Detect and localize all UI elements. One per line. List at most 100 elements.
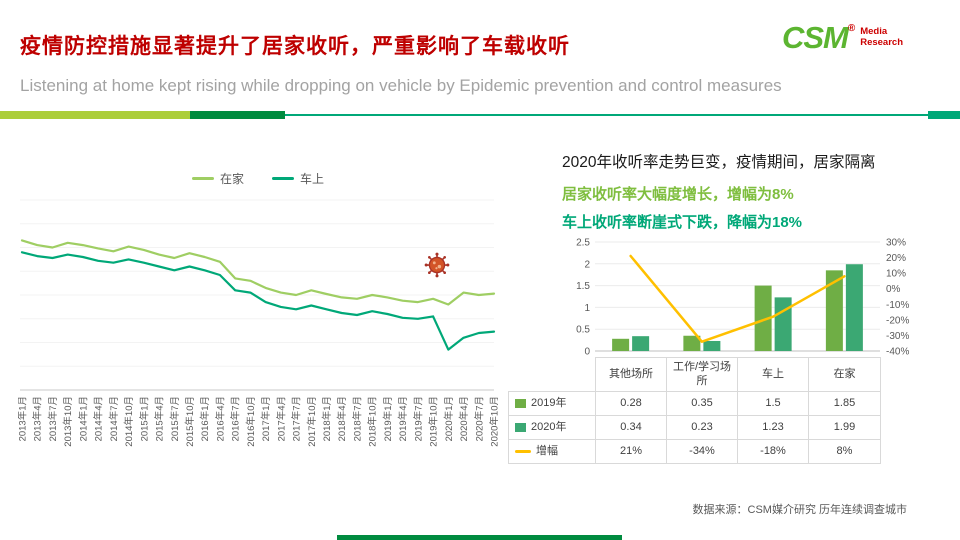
category-header: 在家 [808, 357, 881, 392]
svg-text:2018年7月: 2018年7月 [351, 396, 363, 441]
coronavirus-icon [424, 252, 450, 278]
svg-text:10%: 10% [886, 269, 906, 280]
svg-text:2013年10月: 2013年10月 [62, 396, 74, 447]
svg-text:-20%: -20% [886, 315, 909, 326]
table-cell: 1.99 [808, 415, 881, 440]
svg-text:2014年10月: 2014年10月 [123, 396, 135, 447]
decor-bar-light-green [0, 111, 190, 119]
svg-text:2018年10月: 2018年10月 [367, 396, 379, 447]
table-cell: 8% [808, 439, 881, 464]
svg-text:2017年10月: 2017年10月 [306, 396, 318, 447]
csm-logo-text: CSM [781, 20, 849, 55]
page-subtitle: Listening at home kept rising while drop… [20, 76, 782, 95]
insight-vehicle-drop: 车上收听率断崖式下跌，降幅为18% [562, 214, 803, 231]
svg-text:2017年4月: 2017年4月 [275, 396, 287, 441]
svg-text:2013年7月: 2013年7月 [47, 396, 59, 441]
legend-label-vehicle: 车上 [300, 172, 325, 186]
svg-text:1.5: 1.5 [576, 281, 590, 292]
row-key-label: 增幅 [536, 444, 558, 457]
svg-text:2: 2 [584, 259, 590, 270]
legend-item-home: 在家 [191, 170, 244, 187]
svg-text:20%: 20% [886, 253, 906, 264]
svg-text:2013年4月: 2013年4月 [32, 396, 44, 441]
line-chart-legend: 在家 车上 [18, 170, 498, 187]
table-cell: 0.34 [595, 415, 667, 440]
svg-text:2019年1月: 2019年1月 [382, 396, 394, 441]
table-corner-cell [509, 358, 596, 392]
table-cell: 0.35 [666, 391, 738, 416]
category-header: 车上 [737, 357, 809, 392]
page-title: 疫情防控措施显著提升了居家收听，严重影响了车载收听 [20, 35, 570, 58]
svg-text:2020年1月: 2020年1月 [443, 396, 455, 441]
svg-text:2020年4月: 2020年4月 [458, 396, 470, 441]
csm-logo: CSM ® Media Research [782, 22, 903, 53]
svg-text:30%: 30% [886, 238, 906, 249]
svg-text:2016年10月: 2016年10月 [245, 396, 257, 447]
svg-text:2019年7月: 2019年7月 [412, 396, 424, 441]
svg-text:-10%: -10% [886, 300, 909, 311]
row-key-growth: 增幅 [508, 439, 596, 464]
svg-text:2015年10月: 2015年10月 [184, 396, 196, 447]
svg-text:-30%: -30% [886, 331, 909, 342]
svg-text:2020年10月: 2020年10月 [489, 396, 499, 447]
table-cell: 21% [595, 439, 667, 464]
logo-tagline-research: Research [860, 36, 903, 48]
row-key-2019: 2019年 [508, 391, 596, 416]
svg-text:0.5: 0.5 [576, 325, 590, 336]
svg-text:2013年1月: 2013年1月 [18, 396, 29, 441]
svg-text:2018年4月: 2018年4月 [336, 396, 348, 441]
data-source-note: 数据来源：CSM媒介研究 历年连续调查城市 [692, 504, 908, 516]
svg-text:2016年7月: 2016年7月 [230, 396, 242, 441]
svg-text:2020年7月: 2020年7月 [473, 396, 485, 441]
svg-text:2016年4月: 2016年4月 [214, 396, 226, 441]
bar-2020-swatch-icon [515, 423, 526, 432]
svg-text:2015年7月: 2015年7月 [169, 396, 181, 441]
svg-text:2014年1月: 2014年1月 [77, 396, 89, 441]
bottom-decor-strip [337, 535, 622, 540]
svg-text:2.5: 2.5 [576, 238, 590, 249]
logo-tagline-media: Media [860, 26, 888, 37]
table-cell: 0.23 [666, 415, 738, 440]
csm-logo-tagline: Media Research [860, 26, 903, 49]
combo-data-table: 其他场所 工作/学习场所 车上 在家 2019年 0.28 0.35 1.5 1… [508, 357, 881, 464]
table-cell: 1.5 [737, 391, 809, 416]
legend-label-home: 在家 [219, 172, 244, 186]
table-cell: 1.23 [737, 415, 809, 440]
insight-home-growth: 居家收听率大幅度增长，增幅为8% [562, 186, 794, 203]
table-cell: -34% [666, 439, 738, 464]
legend-item-vehicle: 车上 [272, 170, 324, 187]
table-row-2019: 2019年 0.28 0.35 1.5 1.85 [508, 391, 881, 416]
category-header: 其他场所 [595, 357, 667, 392]
svg-text:2016年1月: 2016年1月 [199, 396, 211, 441]
svg-text:-40%: -40% [886, 347, 909, 358]
svg-text:2014年7月: 2014年7月 [108, 396, 120, 441]
location-rating-combo-chart: 0 0.5 1 1.5 2 2.5 30% 20% 10% 0% -10% -20% -30% -40% [576, 238, 909, 358]
svg-text:2014年4月: 2014年4月 [93, 396, 105, 441]
table-header-row: 其他场所 工作/学习场所 车上 在家 [509, 357, 881, 392]
svg-text:2019年4月: 2019年4月 [397, 396, 409, 441]
home-line-swatch-icon [191, 177, 214, 180]
svg-text:2018年1月: 2018年1月 [321, 396, 333, 441]
row-key-label: 2019年 [531, 396, 567, 409]
svg-text:2017年1月: 2017年1月 [260, 396, 272, 441]
vehicle-line-swatch-icon [272, 177, 294, 180]
category-header: 工作/学习场所 [666, 357, 738, 392]
table-cell: 0.28 [595, 391, 667, 416]
decor-thin-line [285, 114, 960, 116]
svg-text:0: 0 [584, 347, 590, 358]
table-row-2020: 2020年 0.34 0.23 1.23 1.99 [508, 415, 881, 440]
insight-heading: 2020年收听率走势巨变，疫情期间，居家隔离 [562, 154, 876, 171]
svg-text:2015年4月: 2015年4月 [154, 396, 166, 441]
bar-2019-swatch-icon [515, 399, 526, 408]
svg-text:2017年7月: 2017年7月 [291, 396, 303, 441]
svg-text:0%: 0% [886, 284, 901, 295]
svg-text:1: 1 [584, 303, 590, 314]
table-cell: 1.85 [808, 391, 881, 416]
growth-line-swatch-icon [515, 450, 531, 453]
decor-bar-right-cap [928, 111, 960, 119]
registered-trademark-icon: ® [847, 23, 856, 34]
svg-text:2015年1月: 2015年1月 [138, 396, 150, 441]
decor-bar-dark-green [190, 111, 285, 119]
svg-text:2019年10月: 2019年10月 [428, 396, 440, 447]
